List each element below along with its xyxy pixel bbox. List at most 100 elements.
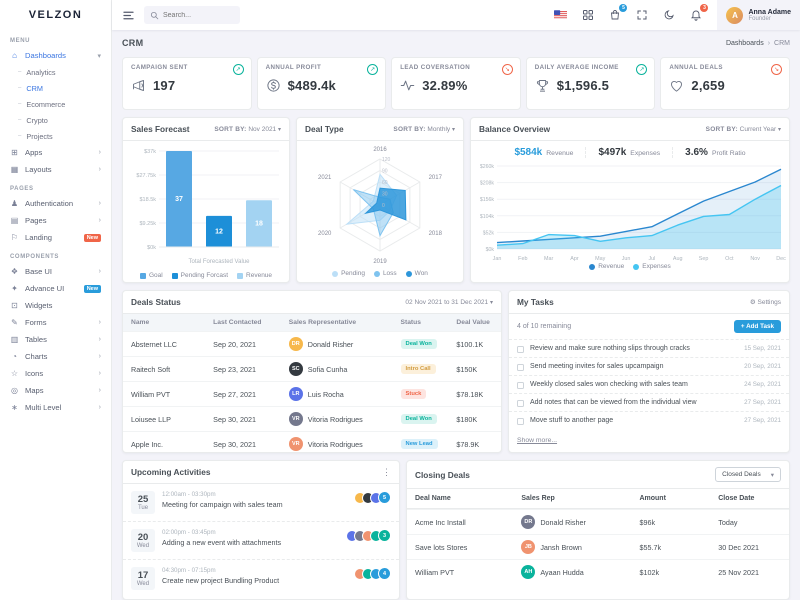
column-header: Amount: [639, 495, 666, 502]
legend-item-won[interactable]: Won: [405, 270, 428, 277]
legend-item-revenue[interactable]: Revenue: [237, 272, 272, 279]
task-checkbox[interactable]: [517, 399, 524, 407]
svg-text:18: 18: [255, 221, 263, 228]
legend-marker: [405, 270, 412, 277]
sidebar-item-advance-ui[interactable]: ✦ Advance UI New: [0, 280, 111, 297]
flag-us-icon[interactable]: [552, 8, 569, 22]
closing-deals-filter-select[interactable]: Closed Deals ▾: [715, 467, 781, 482]
add-task-button[interactable]: + Add Task: [733, 320, 781, 333]
hamburger-menu-icon[interactable]: [120, 7, 137, 24]
legend-label: Goal: [148, 272, 163, 280]
apps-grid-icon[interactable]: [580, 7, 596, 23]
svg-text:$52k: $52k: [483, 230, 495, 236]
last-contacted-cell: Sep 27, 2021: [213, 389, 256, 399]
column-header: Deal Value: [456, 319, 490, 326]
rep-avatar: JB: [521, 540, 536, 554]
sidebar-item-forms[interactable]: ✎ Forms ›: [0, 314, 111, 331]
task-checkbox[interactable]: [517, 417, 524, 425]
sales-rep-cell: DR Donald Risher: [513, 510, 631, 534]
sidebar-item-layouts[interactable]: ▦ Layouts ›: [0, 161, 111, 178]
deals-status-date-range[interactable]: 02 Nov 2021 to 31 Dec 2021 ▾: [405, 298, 493, 306]
activity-title: Adding a new event with attachments: [162, 538, 282, 547]
table-header-row: Deal Name Sales Rep Amount Close Date: [407, 489, 789, 509]
user-icon: ♟: [10, 199, 19, 208]
user-avatar: A: [726, 6, 744, 24]
sidebar-subitem-crm[interactable]: CRM: [0, 80, 111, 96]
sidebar-item-authentication[interactable]: ♟ Authentication ›: [0, 195, 111, 212]
brand-logo[interactable]: VELZON: [28, 9, 83, 21]
balance-overview-sort-dropdown[interactable]: SORT BY: Current Year ▾: [705, 125, 781, 133]
svg-text:$104k: $104k: [480, 214, 495, 220]
closing-deals-table: Deal Name Sales Rep Amount Close Date Acme I…: [407, 489, 789, 584]
show-more-link[interactable]: Show more...: [517, 437, 558, 444]
sidebar-item-maps[interactable]: ◎ Maps ›: [0, 382, 111, 399]
task-checkbox[interactable]: [517, 363, 524, 371]
charts-icon: ◔: [12, 352, 17, 361]
sidebar-item-label: Charts: [25, 352, 48, 361]
stat-value: $497k: [598, 147, 627, 159]
sidebar-item-landing[interactable]: ⚐ Landing New: [0, 229, 111, 246]
chevron-right-icon: ›: [98, 319, 101, 326]
column-header: Sales Rep: [521, 495, 555, 502]
legend-item-expenses[interactable]: Expenses: [633, 263, 671, 270]
sidebar-item-base-ui[interactable]: ❖ Base UI ›: [0, 263, 111, 280]
legend-item-loss[interactable]: Loss: [373, 270, 397, 277]
sidebar-item-label: Apps: [25, 148, 43, 157]
tasks-settings-button[interactable]: ⚙ Settings: [749, 299, 781, 306]
sales-forecast-sort-dropdown[interactable]: SORT BY: Nov 2021 ▾: [214, 125, 281, 133]
amount-cell: $55.7k: [639, 542, 662, 552]
sidebar-item-widgets[interactable]: ⊡ Widgets: [0, 297, 111, 314]
sidebar-item-label: Pages: [25, 216, 47, 225]
task-date: 27 Sep, 2021: [744, 416, 781, 424]
new-badge: New: [83, 233, 101, 242]
dark-mode-moon-icon[interactable]: [661, 7, 677, 23]
sidebar-subitem-analytics[interactable]: Analytics: [0, 64, 111, 80]
legend-item-revenue[interactable]: Revenue: [589, 263, 624, 270]
deal-name-cell: Acme Inc Install: [415, 517, 466, 527]
legend-label: Revenue: [598, 263, 625, 271]
activity-info: 12:00am - 03:30pm Meeting for campaign wi…: [162, 491, 347, 509]
chevron-right-icon: ›: [98, 268, 101, 275]
activity-day: 20: [137, 532, 149, 543]
task-checkbox[interactable]: [517, 381, 524, 389]
rep-avatar: LR: [288, 387, 303, 401]
fullscreen-icon[interactable]: [634, 7, 650, 23]
sidebar-section-label: PAGES: [10, 186, 34, 192]
search-box[interactable]: [144, 6, 240, 24]
sidebar-item-dashboards[interactable]: ⌂ Dashboards ▾: [0, 47, 111, 64]
sidebar-item-tables[interactable]: ▥ Tables ›: [0, 331, 111, 348]
kebab-menu-icon[interactable]: ⋮: [382, 466, 391, 477]
search-input[interactable]: [163, 11, 233, 19]
icon-badge: 3: [700, 4, 709, 12]
activity-avatars: 4: [354, 567, 391, 580]
sidebar-item-multi-level[interactable]: ∗ Multi Level ›: [0, 399, 111, 416]
rep-avatar: AH: [521, 565, 536, 579]
chart-legend: Pending Loss Won: [332, 270, 428, 277]
sidebar-subitem-ecommerce[interactable]: Ecommerce: [0, 96, 111, 112]
sidebar-item-pages[interactable]: ▤ Pages ›: [0, 212, 111, 229]
panel-title: Upcoming Activities: [131, 467, 211, 477]
tasks-list: Review and make sure nothing slips throu…: [509, 339, 789, 429]
sidebar-item-icons[interactable]: ☆ Icons ›: [0, 365, 111, 382]
deal-type-sort-dropdown[interactable]: SORT BY: Monthly ▾: [393, 125, 455, 133]
svg-text:Apr: Apr: [570, 256, 579, 262]
breadcrumb-link[interactable]: Dashboards: [725, 39, 764, 47]
sidebar-subitem-projects[interactable]: Projects: [0, 128, 111, 144]
sidebar-subitem-crypto[interactable]: Crypto: [0, 112, 111, 128]
task-date: 24 Sep, 2021: [744, 380, 781, 388]
task-checkbox[interactable]: [517, 345, 524, 353]
kpi-value: 197: [153, 78, 176, 93]
legend-item-pending-forcast[interactable]: Pending Forcast: [171, 272, 228, 279]
svg-text:Mar: Mar: [544, 256, 553, 262]
legend-item-goal[interactable]: Goal: [139, 272, 163, 280]
sidebar-item-apps[interactable]: ⊞ Apps ›: [0, 144, 111, 161]
notifications-bell-icon[interactable]: 3: [688, 4, 709, 23]
shopping-bag-icon[interactable]: 5: [607, 4, 628, 23]
chart-legend: Goal Pending Forcast Revenue: [139, 272, 272, 280]
chevron-right-icon: ›: [98, 387, 101, 394]
sidebar-item-charts[interactable]: ◔ Charts ›: [0, 348, 111, 365]
user-menu[interactable]: A Anna Adame Founder: [717, 0, 800, 30]
more-count-badge: 3: [378, 529, 391, 542]
legend-item-pending[interactable]: Pending: [332, 270, 365, 277]
closing-deals-panel: Closing Deals Closed Deals ▾ Deal Name Sa…: [406, 460, 790, 600]
